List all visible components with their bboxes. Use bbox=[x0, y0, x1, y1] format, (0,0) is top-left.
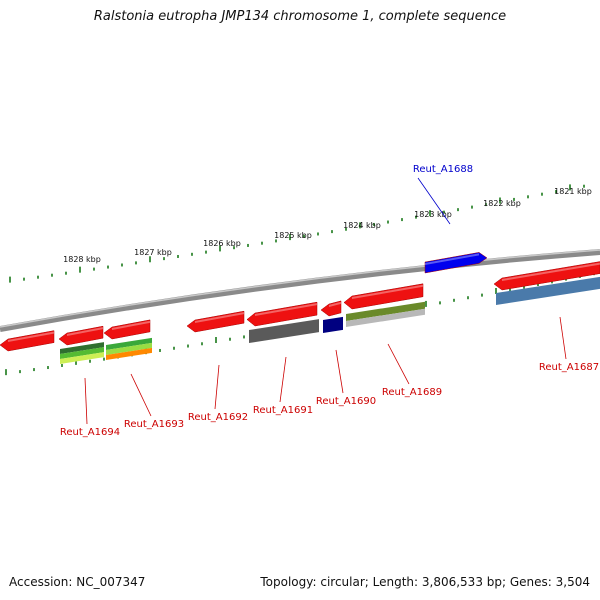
gene-label-reut-a1688[interactable]: Reut_A1688 bbox=[413, 164, 473, 175]
label-leader-line bbox=[387, 343, 410, 385]
accession-label: Accession: NC_007347 bbox=[9, 575, 146, 589]
domain-track bbox=[106, 342, 152, 355]
gene-label-reut-a1687[interactable]: Reut_A1687 bbox=[539, 362, 599, 373]
scale-label: 1822 kbp bbox=[483, 199, 521, 208]
sequence-summary: Topology: circular; Length: 3,806,533 bp… bbox=[260, 575, 590, 589]
gene-reut-a1692[interactable] bbox=[186, 310, 245, 333]
label-leader-line bbox=[130, 373, 152, 417]
gene-reut-a1689[interactable] bbox=[343, 283, 424, 310]
label-leader-line bbox=[417, 177, 451, 225]
domain-track bbox=[60, 342, 104, 354]
scale-label: 1826 kbp bbox=[203, 239, 241, 248]
gene-reut-a1693b[interactable] bbox=[58, 325, 104, 346]
label-leader-line bbox=[335, 349, 344, 394]
gene-reut-a1694[interactable] bbox=[0, 330, 55, 352]
chromosome-backbone bbox=[0, 249, 600, 332]
domain-track bbox=[106, 347, 152, 360]
label-leader-line bbox=[214, 364, 220, 410]
map-title: Ralstonia eutropha JMP134 chromosome 1, … bbox=[93, 9, 507, 24]
scale-label: 1823 kbp bbox=[414, 210, 452, 219]
domain-track bbox=[346, 308, 425, 327]
gene-reut-a1688[interactable] bbox=[424, 252, 488, 274]
scale-label: 1828 kbp bbox=[63, 255, 101, 264]
gene-reut-a1690[interactable] bbox=[320, 300, 342, 317]
gene-label-reut-a1691[interactable]: Reut_A1691 bbox=[253, 405, 313, 416]
domain-track bbox=[346, 301, 425, 321]
scale-label: 1827 kbp bbox=[134, 248, 172, 257]
gene-reut-a1687[interactable] bbox=[493, 261, 600, 291]
scale-label: 1824 kbp bbox=[343, 221, 381, 230]
scale-label: 1821 kbp bbox=[554, 187, 592, 196]
scale-label: 1825 kbp bbox=[274, 231, 312, 240]
gene-label-reut-a1693[interactable]: Reut_A1693 bbox=[124, 419, 184, 430]
domain-track bbox=[249, 319, 319, 343]
gene-reut-a1691[interactable] bbox=[246, 301, 318, 327]
domain-track bbox=[60, 352, 104, 364]
domain-track bbox=[106, 337, 152, 350]
chromosome-backbone-highlight bbox=[0, 249, 600, 328]
domain-track bbox=[323, 316, 343, 333]
label-leader-line bbox=[84, 377, 88, 425]
domain-track bbox=[496, 276, 600, 305]
gene-reut-a1693[interactable] bbox=[103, 319, 151, 340]
domain-track bbox=[60, 347, 104, 359]
label-leader-line bbox=[279, 356, 287, 403]
label-leader-line bbox=[559, 316, 567, 360]
gene-label-reut-a1689[interactable]: Reut_A1689 bbox=[382, 387, 442, 398]
gene-label-reut-a1692[interactable]: Reut_A1692 bbox=[188, 412, 248, 423]
gene-label-reut-a1690[interactable]: Reut_A1690 bbox=[316, 396, 376, 407]
gene-label-reut-a1694[interactable]: Reut_A1694 bbox=[60, 427, 120, 438]
